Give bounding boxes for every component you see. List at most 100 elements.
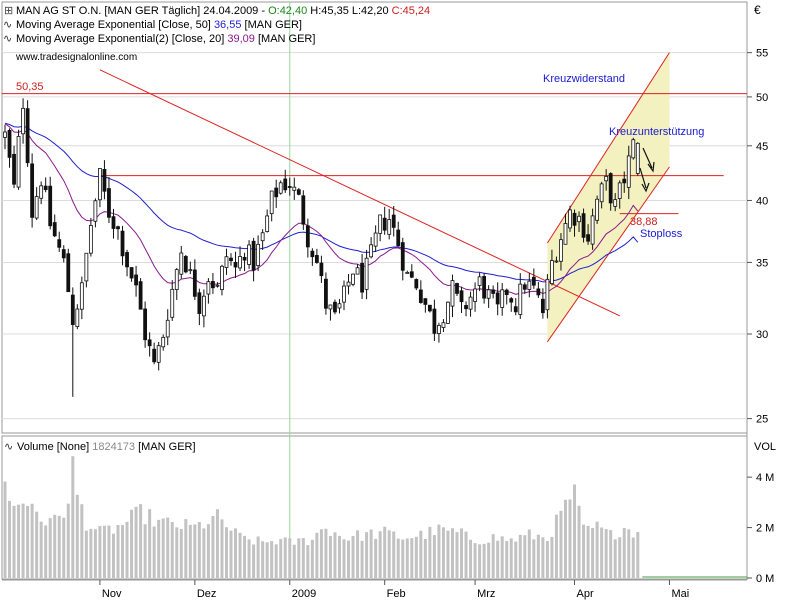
volume-bar [328,536,332,578]
volume-bar [618,537,622,578]
legend-ema20-symbol: [MAN GER] [258,33,315,45]
volume-bar [573,484,577,578]
candle-body [287,186,292,188]
time-axis: Nov Dez 2009 Feb Mrz Apr Mai [99,580,689,600]
volume-bar [75,494,79,578]
candle-body [504,289,509,296]
volume-bar [116,525,120,578]
volume-legend-symbol: [MAN GER] [138,441,195,453]
time-tick-label: Mai [671,588,689,600]
candle-body [446,301,450,324]
volume-bar [170,521,174,578]
candle-body [66,253,71,293]
annotation-arrows [639,147,655,193]
volume-bar [450,528,454,578]
stop-value-label: 38,88 [630,216,658,228]
time-tick-label: Dez [197,588,217,600]
candle-body [455,283,459,294]
volume-bar [613,539,617,578]
header-expand-icon[interactable]: ⊞ [4,5,13,17]
volume-bar [57,515,61,578]
volume-bar [152,526,156,578]
legend-ema20-value: 39,09 [227,33,255,45]
legend-close: C:45,24 [392,5,431,17]
volume-bar [265,542,269,578]
volume-bars [3,456,747,578]
candle-body [57,239,62,248]
candle-body [373,232,378,247]
volume-bar [17,504,21,578]
volume-bar [469,539,473,578]
time-tick-label: Mrz [477,588,495,600]
volume-bar [310,539,314,578]
candles [3,98,640,397]
volume-bar [89,528,93,578]
volume-bar [410,538,414,578]
candle-body [540,298,545,314]
candle-body [116,226,120,230]
volume-bar [143,524,147,578]
volume-bar [333,532,337,578]
candle-body [278,182,283,194]
volume-bar [111,533,115,578]
candle-body [414,279,419,289]
candle-body [518,283,523,315]
arrow-shaft [642,147,653,169]
kreuzunterstuetzung-label: Kreuzunterstützung [609,126,704,138]
volume-bar [464,531,468,578]
volume-bar [586,525,590,578]
volume-bar [224,527,228,578]
volume-bar [53,514,57,578]
legend-header: ⊞ MAN AG ST O.N. [MAN GER Täglich] 24.04… [3,5,430,63]
volume-bar [396,538,400,578]
candle-body [482,276,487,299]
candle-body [93,200,98,222]
candle-body [608,173,613,204]
candle-body [550,260,554,285]
candle-body [464,305,468,310]
candle-body [125,252,129,268]
volume-bar [441,527,445,578]
arrow-head [641,182,650,193]
candle-body [473,288,477,302]
volume-bar [161,518,165,578]
candle-body [513,306,518,313]
volume-bar [414,536,418,578]
volume-bar [274,544,278,578]
volume-bar [527,529,531,578]
candle-body [211,281,215,289]
volume-bar [563,499,567,578]
volume-bar [292,544,296,578]
volume-bar [125,521,129,578]
candle-body [39,185,44,199]
volume-bar [545,541,549,578]
candle-body [631,139,636,159]
volume-tick-label: 4 M [756,472,774,484]
volume-bar [66,503,70,578]
candle-body [337,303,342,309]
volume-bar [134,506,138,578]
volume-bar [554,514,558,578]
candle-body [459,290,464,303]
volume-bar [482,543,486,578]
currency-label: € [754,3,761,17]
volume-bar [460,528,464,578]
candle-body [260,232,265,242]
candle-body [79,282,84,310]
volume-bar [324,528,328,578]
volume-bar [478,544,482,578]
candle-body [590,215,595,245]
volume-bar [306,545,310,578]
candle-body [382,217,387,231]
candle-body [224,256,229,268]
candle-body [613,199,618,207]
candle-body [61,249,66,259]
volume-bar [301,538,305,578]
volume-bar [39,521,43,578]
candle-body [328,304,333,310]
price-tick-label: 40 [756,195,768,207]
candle-body [432,308,437,334]
candle-body [88,225,93,254]
candle-body [296,189,301,195]
